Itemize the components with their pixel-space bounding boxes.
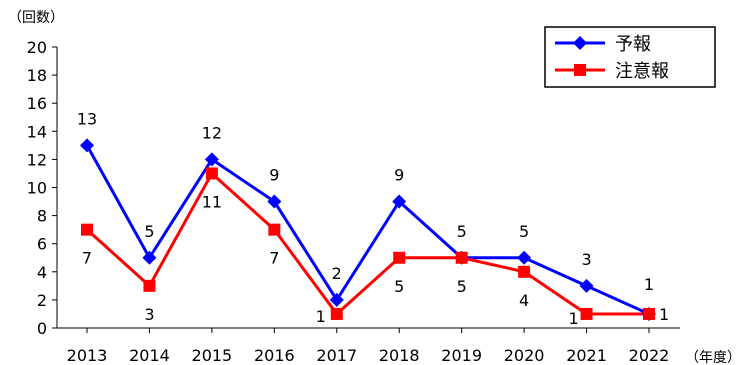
data-point-forecast [142,250,157,265]
data-label-forecast: 1 [644,275,654,294]
data-label-forecast: 12 [202,123,222,142]
data-point-forecast [80,138,94,153]
data-label-warning: 1 [568,309,578,328]
data-label-warning: 1 [316,307,326,326]
x-tick-label: 2019 [441,346,482,365]
y-tick-label: 8 [37,207,47,226]
x-tick-label: 2020 [504,346,545,365]
data-point-warning [518,265,531,278]
data-label-forecast: 5 [519,222,529,241]
y-tick-label: 2 [37,291,47,310]
y-tick-label: 4 [37,263,47,282]
data-point-warning [143,279,156,292]
data-label-forecast: 5 [144,222,154,241]
data-point-warning [455,251,468,264]
data-point-forecast [517,250,532,265]
y-tick-label: 10 [27,179,47,198]
y-tick-label: 6 [37,235,47,254]
data-point-warning [205,167,218,180]
x-tick-label: 2016 [254,346,295,365]
data-point-warning [580,307,593,320]
data-label-warning: 1 [659,305,669,324]
data-point-warning [330,307,343,320]
data-point-warning [268,223,281,236]
data-point-warning [81,223,93,236]
y-axis-unit-label: （回数） [8,10,64,26]
data-label-forecast: 3 [581,250,591,269]
x-tick-label: 2015 [192,346,233,365]
x-tick-label: 2017 [316,346,357,365]
x-tick-label: 2014 [129,346,170,365]
data-label-warning: 4 [519,291,529,310]
data-label-forecast: 9 [269,166,279,185]
data-label-forecast: 13 [77,109,97,128]
legend-label-forecast: 予報 [615,34,651,55]
data-label-forecast: 2 [332,264,342,283]
data-point-forecast [267,194,282,209]
y-tick-label: 0 [37,319,47,338]
y-tick-label: 20 [27,38,47,57]
series-line-forecast [85,144,650,316]
y-tick-label: 18 [27,66,47,85]
data-label-warning: 7 [269,249,279,268]
data-label-forecast: 9 [394,166,404,185]
data-point-warning [393,251,406,264]
x-tick-label: 2013 [67,346,108,365]
x-axis-unit-label: （年度） [685,350,737,365]
y-tick-label: 12 [27,150,47,169]
data-label-warning: 3 [144,305,154,324]
data-point-forecast [392,194,407,209]
data-point-warning [643,307,655,320]
data-label-warning: 11 [202,192,222,211]
series-line-warning [85,171,649,316]
y-tick-label: 16 [27,94,47,113]
data-label-warning: 5 [457,277,467,296]
data-label-warning: 7 [82,249,92,268]
data-label-warning: 5 [394,277,404,296]
legend-marker-forecast [573,36,587,50]
x-tick-label: 2021 [566,346,607,365]
legend-box [544,26,716,88]
data-label-forecast: 5 [457,222,467,241]
y-tick-label: 14 [27,122,47,141]
x-tick-label: 2022 [629,346,670,365]
data-point-forecast [204,152,219,167]
data-point-forecast [579,278,594,293]
data-point-forecast [329,292,344,307]
legend-marker-warning [574,64,586,76]
x-tick-label: 2018 [379,346,420,365]
legend-label-warning: 注意報 [615,61,669,82]
